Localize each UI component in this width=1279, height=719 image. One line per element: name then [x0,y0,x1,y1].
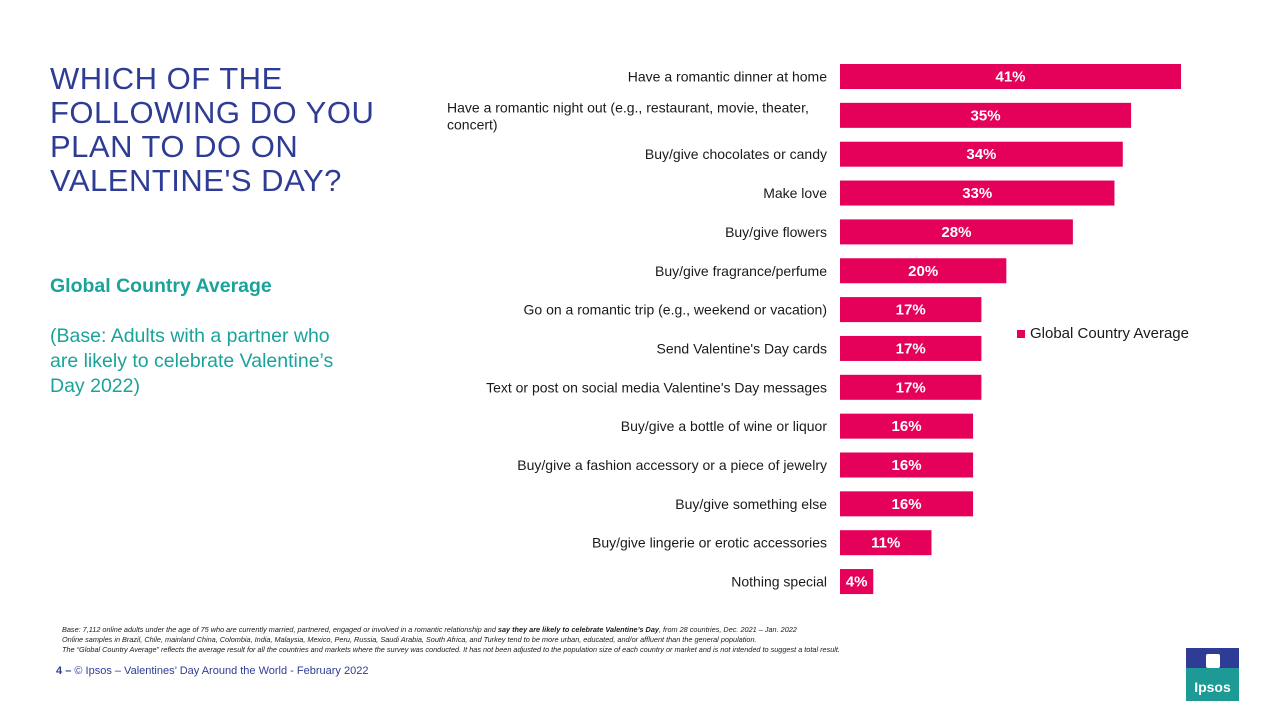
bar-value-label: 16% [892,418,922,435]
bar-value-label: 16% [892,496,922,513]
bar-value-label: 17% [896,302,926,319]
category-label: Buy/give chocolates or candy [645,146,827,162]
bar-value-label: 17% [896,340,926,357]
logo-text: Ipsos [1194,679,1231,695]
footnote-line-3: The “Global Country Average” reflects th… [62,645,840,655]
bar-10 [840,452,974,478]
bar-6 [840,297,982,323]
page-number: 4 [56,665,63,677]
footnote: Base: 7,112 online adults under the age … [62,625,1162,656]
slide-footer: 4 – © Ipsos – Valentines’ Day Around the… [56,665,368,677]
category-label: Send Valentine's Day cards [656,340,827,356]
bar-chart: 41% Have a romantic dinner at home 35% Have… [447,64,1181,595]
bar-11 [840,491,974,517]
category-label-line: concert) [447,116,498,132]
category-label: Have a romantic dinner at home [628,69,827,85]
bar-value-label: 11% [871,535,900,552]
bar-value-label: 28% [941,224,971,241]
bar-value-label: 34% [966,146,996,163]
bar-13 [840,569,874,595]
footnote-bold: say they are likely to celebrate Valenti… [497,625,659,634]
category-label-line: Have a romantic night out (e.g., restaur… [447,99,809,115]
bar-value-label: 35% [971,107,1001,124]
bar-2 [840,141,1123,167]
category-label: Buy/give a fashion accessory or a piece … [517,457,827,473]
category-label: Have a romantic night out (e.g., restaur… [447,99,809,132]
chart-legend: Global Country Average [1017,325,1189,342]
bar-7 [840,335,982,361]
slide-subtitle: Global Country Average [50,275,272,297]
category-label: Buy/give a bottle of wine or liquor [621,418,828,434]
slide-title: WHICH OF THE FOLLOWING DO YOU PLAN TO DO… [50,61,375,198]
category-label: Buy/give lingerie or erotic accessories [592,535,827,551]
legend-label: Global Country Average [1030,325,1189,342]
footnote-line-1: Base: 7,112 online adults under the age … [62,625,1162,635]
category-label: Nothing special [731,574,827,590]
footer-text: © Ipsos – Valentines’ Day Around the Wor… [74,665,369,677]
category-label: Text or post on social media Valentine's… [486,379,827,395]
bar-12 [840,530,932,556]
bar-value-label: 41% [995,69,1025,86]
footnote-text: Base: 7,112 online adults under the age … [62,625,498,634]
logo-mark-icon [1206,654,1220,668]
legend-swatch [1017,329,1025,338]
page-dash: – [65,665,72,677]
bar-1 [840,102,1132,128]
category-label: Buy/give something else [675,496,827,512]
footnote-line-2: Online samples in Brazil, Chile, mainlan… [62,635,757,645]
category-label: Go on a romantic trip (e.g., weekend or … [524,302,827,318]
bar-9 [840,413,974,439]
bar-value-label: 4% [846,574,868,591]
bar-0 [840,64,1181,89]
category-label: Buy/give fragrance/perfume [655,263,827,279]
bar-8 [840,374,982,400]
bar-4 [840,219,1073,245]
bar-value-label: 17% [896,379,926,396]
bar-3 [840,180,1115,206]
category-label: Make love [763,185,827,201]
bar-5 [840,258,1007,284]
base-note: (Base: Adults with a partner who are lik… [50,325,334,397]
category-label: Buy/give flowers [725,224,827,240]
bar-value-label: 20% [908,263,938,280]
footnote-text: , from 28 countries, Dec. 2021 – Jan. 20… [658,625,797,634]
bar-value-label: 33% [962,185,992,202]
bar-value-label: 16% [892,457,922,474]
ipsos-logo: Ipsos [1186,648,1239,701]
